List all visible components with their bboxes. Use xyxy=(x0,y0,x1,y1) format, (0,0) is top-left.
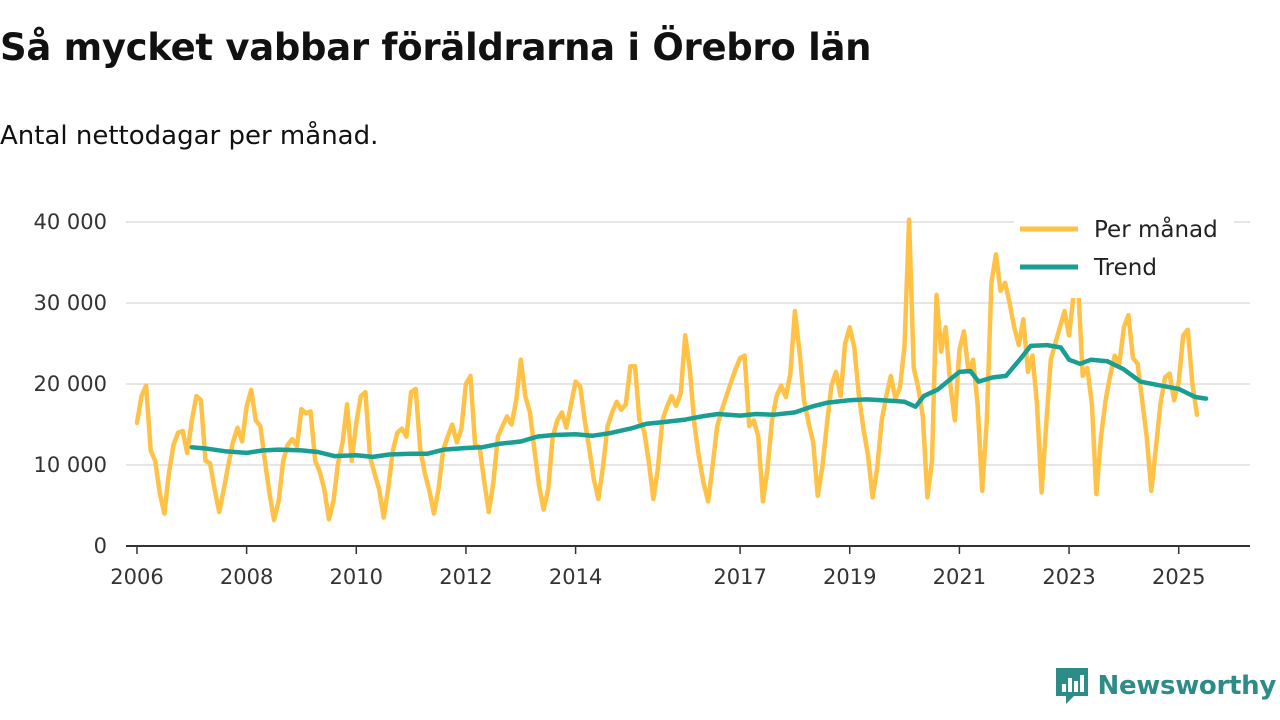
x-tick-label: 2008 xyxy=(220,565,273,589)
y-tick-label: 10 000 xyxy=(34,453,107,477)
x-tick-label: 2012 xyxy=(439,565,492,589)
x-tick-label: 2017 xyxy=(713,565,766,589)
newsworthy-logo-icon xyxy=(1055,668,1088,704)
chart-title: Så mycket vabbar föräldrarna i Örebro lä… xyxy=(0,26,872,69)
x-tick-label: 2025 xyxy=(1152,565,1205,589)
x-tick-label: 2023 xyxy=(1042,565,1095,589)
series-line-per-manad xyxy=(134,217,1200,523)
legend: Per månad Trend xyxy=(1014,208,1234,298)
y-tick-label: 30 000 xyxy=(34,291,107,315)
y-tick-label: 40 000 xyxy=(34,210,107,234)
chart-subtitle: Antal nettodagar per månad. xyxy=(0,121,379,151)
y-axis-ticks: 0 10 000 20 000 30 000 40 000 xyxy=(34,210,107,558)
legend-label-trend: Trend xyxy=(1093,255,1157,281)
newsworthy-brand-text: Newsworthy xyxy=(1097,671,1277,701)
x-axis-ticks: 2006 2008 2010 2012 2014 2017 2019 2021 2023 2025 xyxy=(110,546,1205,589)
x-tick-label: 2019 xyxy=(823,565,876,589)
x-tick-label: 2006 xyxy=(110,565,163,589)
legend-label-per-manad: Per månad xyxy=(1094,215,1218,243)
series-lines xyxy=(134,217,1209,523)
x-tick-label: 2014 xyxy=(549,565,602,589)
legend-background xyxy=(1014,208,1234,298)
x-tick-label: 2010 xyxy=(330,565,383,589)
x-tick-label: 2021 xyxy=(933,565,986,589)
y-tick-label: 0 xyxy=(94,534,107,558)
y-tick-label: 20 000 xyxy=(34,372,107,396)
series-line-trend xyxy=(189,342,1209,460)
newsworthy-brand: Newsworthy xyxy=(1054,666,1276,706)
